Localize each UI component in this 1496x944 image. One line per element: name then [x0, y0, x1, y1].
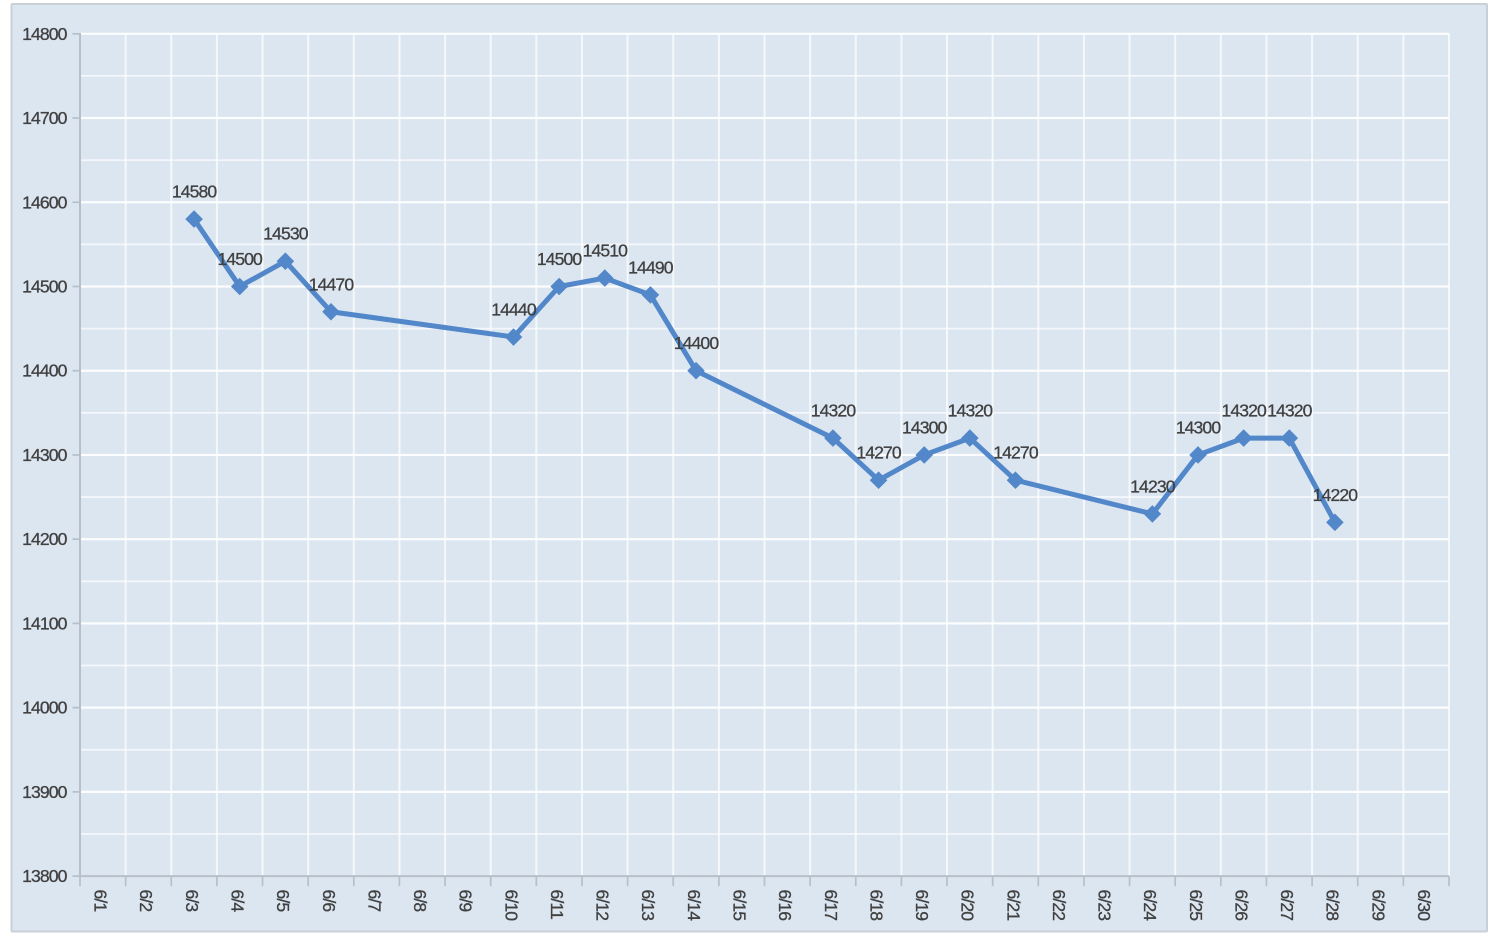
svg-text:6/8: 6/8: [410, 890, 430, 913]
svg-text:14000: 14000: [22, 698, 68, 718]
svg-text:6/23: 6/23: [1095, 890, 1115, 922]
svg-text:6/9: 6/9: [456, 890, 476, 912]
svg-text:14320: 14320: [811, 401, 857, 421]
svg-text:6/28: 6/28: [1323, 890, 1343, 922]
svg-text:14700: 14700: [22, 108, 68, 128]
svg-text:14500: 14500: [537, 249, 583, 269]
svg-text:14300: 14300: [1176, 418, 1222, 438]
svg-text:14400: 14400: [22, 361, 68, 381]
svg-text:6/19: 6/19: [912, 890, 932, 921]
svg-text:6/4: 6/4: [228, 890, 248, 913]
svg-text:6/5: 6/5: [273, 890, 293, 913]
svg-text:14300: 14300: [22, 445, 68, 465]
svg-text:6/26: 6/26: [1232, 890, 1252, 922]
svg-text:14530: 14530: [263, 224, 309, 244]
svg-text:14800: 14800: [22, 24, 68, 44]
svg-text:6/15: 6/15: [730, 890, 750, 922]
svg-text:6/27: 6/27: [1277, 890, 1297, 921]
svg-text:6/24: 6/24: [1140, 890, 1160, 922]
svg-text:6/12: 6/12: [593, 890, 613, 921]
svg-text:14500: 14500: [22, 277, 68, 297]
svg-text:6/29: 6/29: [1368, 890, 1388, 921]
svg-text:6/22: 6/22: [1049, 890, 1069, 921]
svg-text:6/17: 6/17: [821, 890, 841, 921]
svg-text:6/6: 6/6: [319, 890, 339, 913]
svg-text:6/14: 6/14: [684, 890, 704, 922]
svg-text:14600: 14600: [22, 192, 68, 212]
svg-text:14490: 14490: [628, 257, 674, 277]
svg-text:13800: 13800: [22, 866, 68, 886]
svg-text:14230: 14230: [1130, 476, 1176, 496]
svg-text:6/2: 6/2: [136, 890, 156, 912]
svg-text:6/11: 6/11: [547, 890, 567, 919]
svg-text:14320: 14320: [948, 401, 994, 421]
svg-text:14500: 14500: [217, 249, 263, 269]
svg-text:6/18: 6/18: [866, 890, 886, 922]
svg-text:6/3: 6/3: [182, 890, 202, 913]
svg-text:6/13: 6/13: [638, 890, 658, 922]
svg-text:14510: 14510: [583, 241, 629, 261]
svg-text:14270: 14270: [993, 443, 1039, 463]
svg-text:14580: 14580: [172, 182, 218, 202]
svg-text:14320: 14320: [1267, 401, 1313, 421]
svg-text:6/20: 6/20: [958, 890, 978, 922]
svg-text:6/1: 6/1: [91, 890, 111, 912]
svg-text:14440: 14440: [491, 300, 537, 320]
svg-text:14470: 14470: [309, 274, 355, 294]
svg-text:14270: 14270: [856, 443, 902, 463]
svg-text:6/7: 6/7: [364, 890, 384, 912]
svg-text:14100: 14100: [22, 613, 68, 633]
svg-text:6/16: 6/16: [775, 890, 795, 922]
svg-text:14400: 14400: [674, 333, 720, 353]
svg-text:6/30: 6/30: [1414, 890, 1434, 922]
svg-text:14200: 14200: [22, 529, 68, 549]
svg-text:6/21: 6/21: [1003, 890, 1023, 921]
svg-text:14320: 14320: [1221, 401, 1267, 421]
svg-text:6/25: 6/25: [1186, 890, 1206, 922]
svg-text:6/10: 6/10: [501, 890, 521, 922]
svg-text:14300: 14300: [902, 418, 948, 438]
svg-text:13900: 13900: [22, 782, 68, 802]
svg-text:14220: 14220: [1313, 485, 1359, 505]
